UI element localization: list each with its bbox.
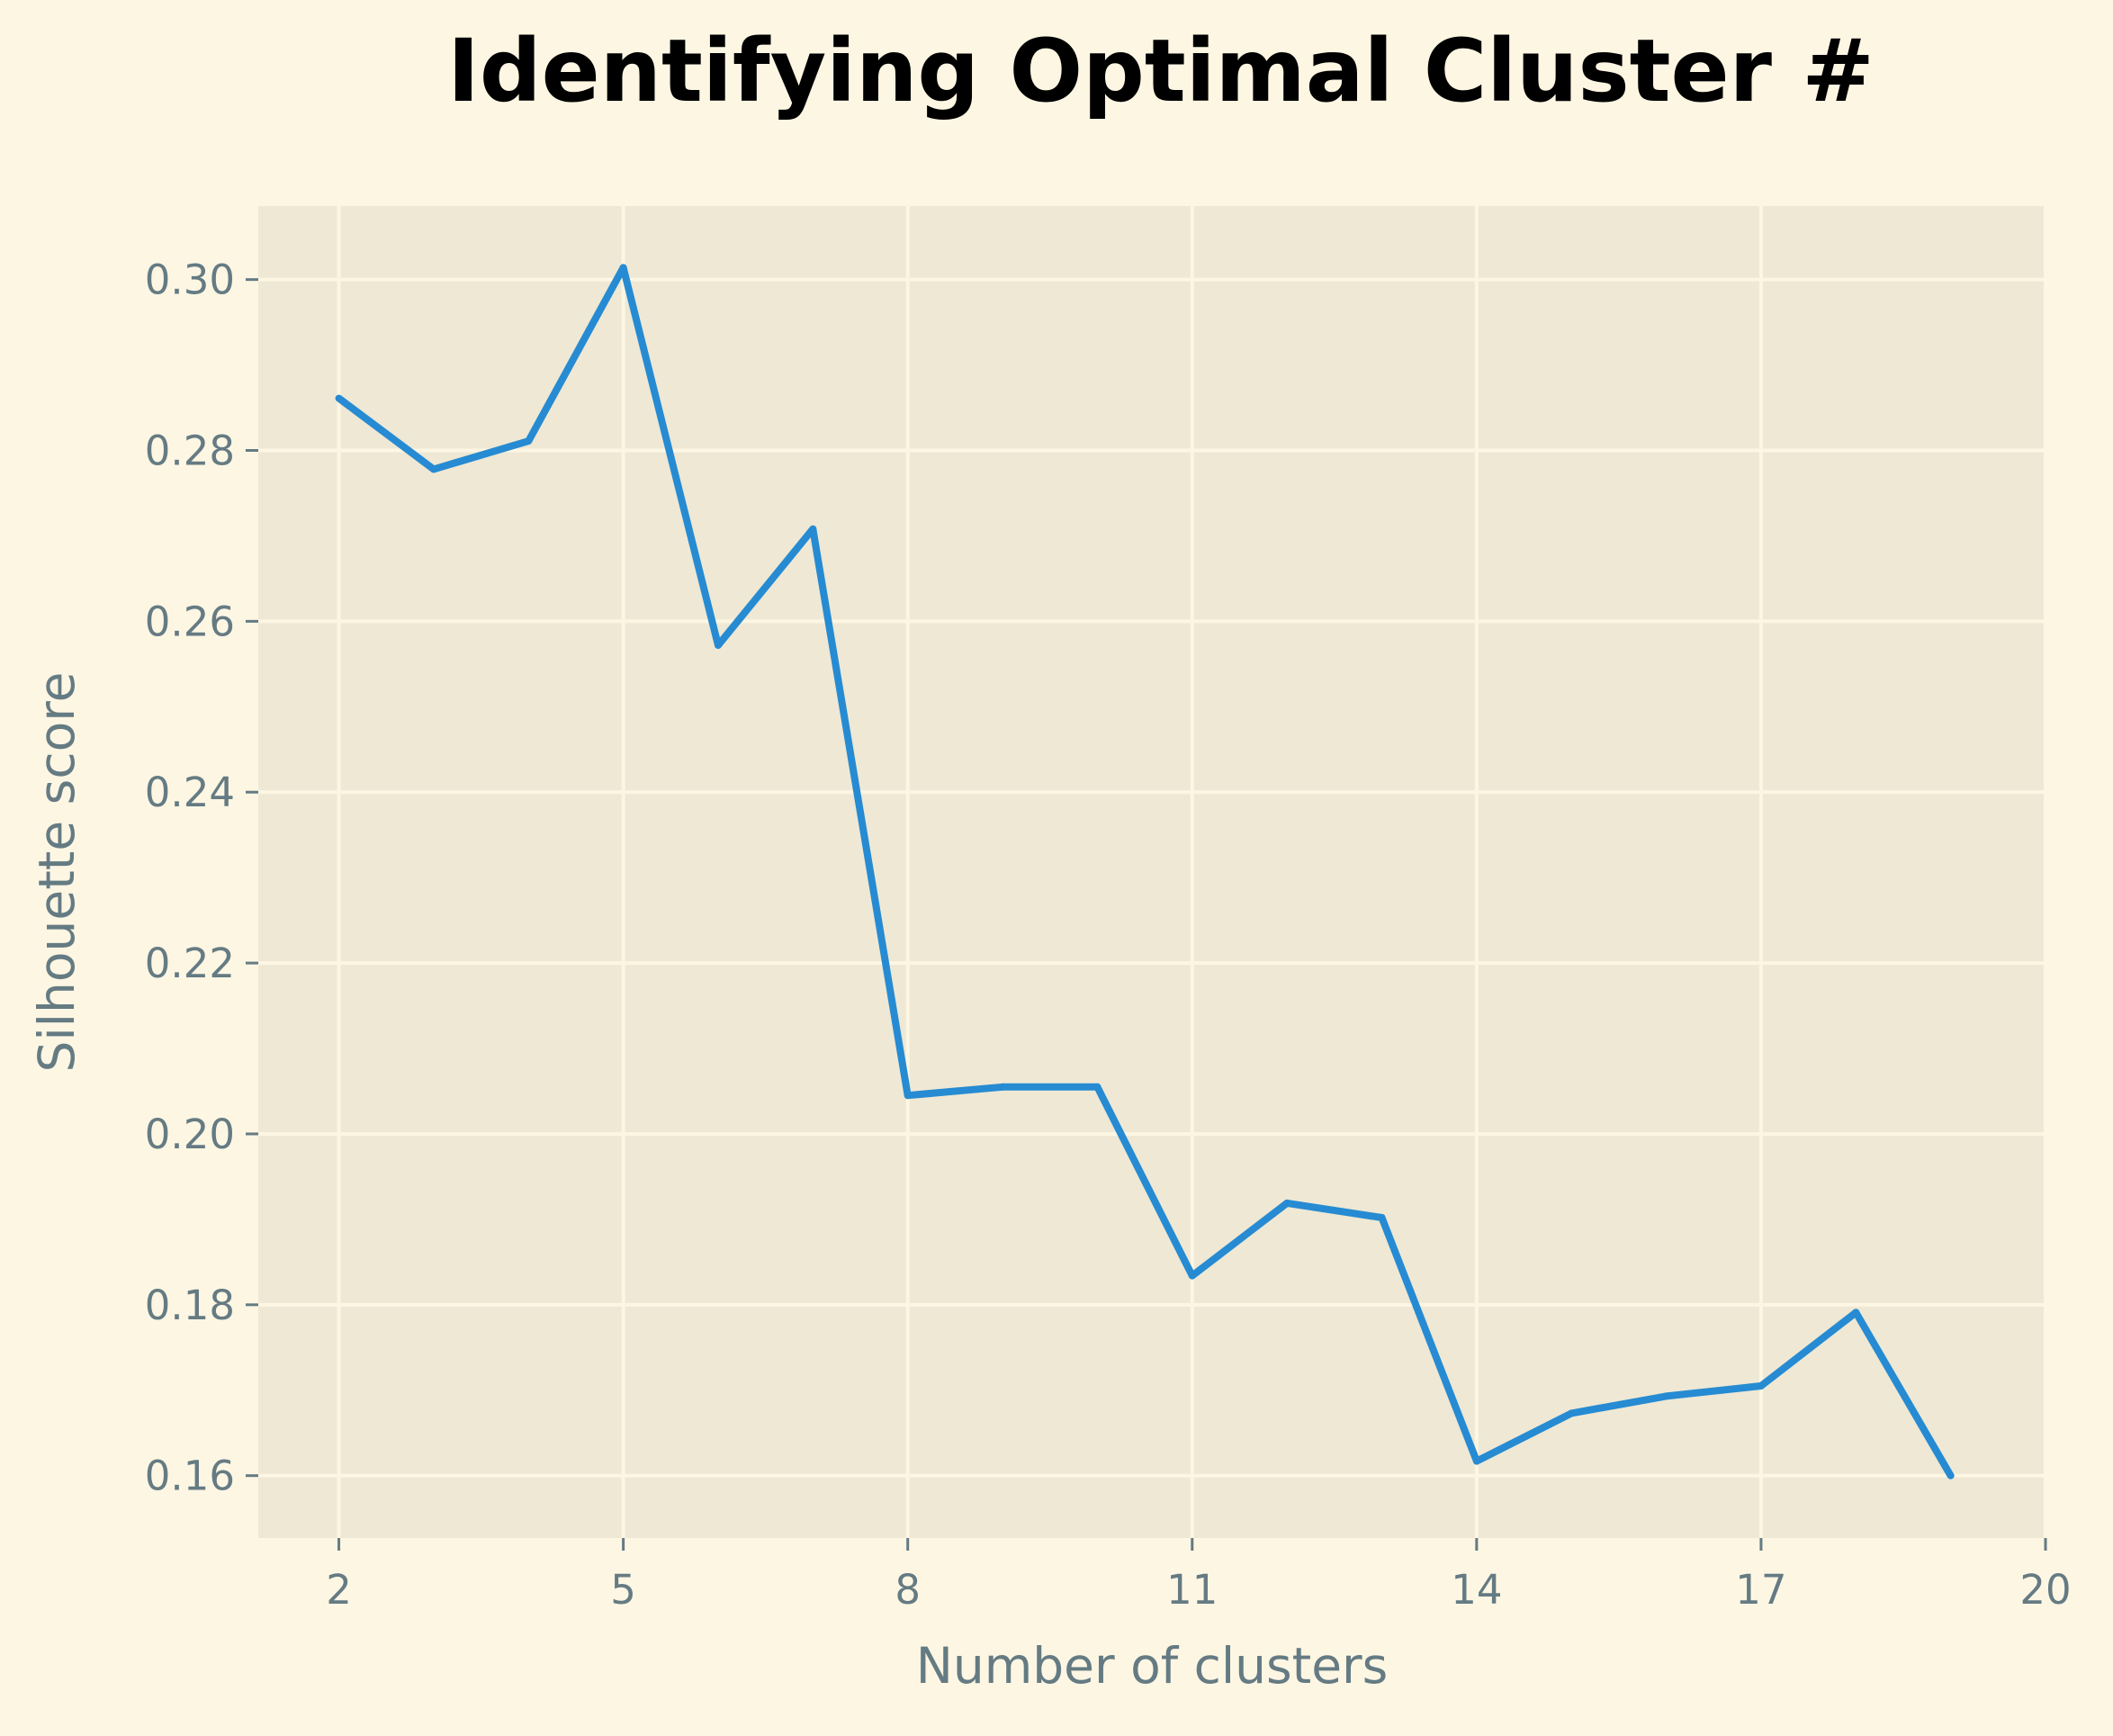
y-tick-label: 0.18 xyxy=(145,1282,235,1329)
y-axis-label: Silhouette score xyxy=(28,672,85,1073)
data-point xyxy=(1378,1214,1386,1222)
x-tick-label: 11 xyxy=(1166,1566,1218,1614)
data-point xyxy=(335,394,343,402)
data-point xyxy=(619,264,627,272)
data-point xyxy=(999,1083,1007,1091)
data-point xyxy=(1093,1083,1101,1091)
x-tick-label: 17 xyxy=(1735,1566,1786,1614)
data-series xyxy=(335,264,1955,1480)
axis-ticks: 2 5 8 11 14 17 20 0.16 0.18 0.20 0.22 0.24 0.26 0.28 0… xyxy=(145,256,2072,1614)
y-tick-label: 0.22 xyxy=(145,940,235,987)
data-point xyxy=(1472,1457,1480,1465)
x-tick-label: 8 xyxy=(895,1566,921,1614)
data-point xyxy=(1662,1392,1670,1400)
y-tick-label: 0.24 xyxy=(145,769,235,816)
data-point xyxy=(1568,1409,1576,1417)
y-tick-label: 0.28 xyxy=(145,427,235,475)
data-point xyxy=(525,437,533,445)
data-point xyxy=(429,465,437,473)
x-axis-label: Number of clusters xyxy=(916,1637,1389,1695)
x-tick-label: 5 xyxy=(610,1566,636,1614)
data-point xyxy=(714,641,722,649)
x-tick-label: 14 xyxy=(1451,1566,1502,1614)
chart-title: Identifying Optimal Cluster # xyxy=(447,21,1875,121)
y-tick-label: 0.16 xyxy=(145,1453,235,1500)
y-tick-label: 0.26 xyxy=(145,598,235,645)
y-tick-label: 0.30 xyxy=(145,256,235,304)
data-point xyxy=(904,1092,912,1100)
data-point xyxy=(1283,1199,1291,1207)
series-line xyxy=(337,264,1955,1478)
data-point xyxy=(1852,1309,1860,1317)
data-point xyxy=(1757,1382,1765,1390)
plot-area xyxy=(258,206,2046,1538)
data-point xyxy=(1188,1272,1196,1280)
data-point xyxy=(809,525,817,533)
y-tick-label: 0.20 xyxy=(145,1111,235,1158)
grid-lines xyxy=(258,206,2047,1538)
x-tick-label: 2 xyxy=(326,1566,352,1614)
data-point xyxy=(1947,1471,1955,1480)
x-tick-label: 20 xyxy=(2019,1566,2071,1614)
